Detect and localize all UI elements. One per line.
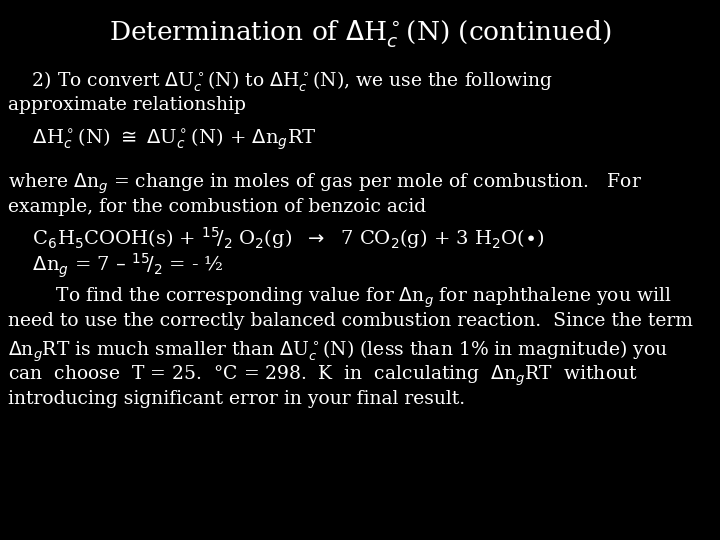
Text: To find the corresponding value for $\Delta$n$_g$ for naphthalene you will: To find the corresponding value for $\De… xyxy=(8,285,672,309)
Text: where $\Delta$n$_g$ = change in moles of gas per mole of combustion.   For: where $\Delta$n$_g$ = change in moles of… xyxy=(8,172,642,197)
Text: approximate relationship: approximate relationship xyxy=(8,96,246,114)
Text: 2) To convert $\Delta$U$^\circ_c$(N) to $\Delta$H$^\circ_c$(N), we use the follo: 2) To convert $\Delta$U$^\circ_c$(N) to … xyxy=(8,70,553,94)
Text: Determination of $\Delta$H$^\circ_c$(N) (continued): Determination of $\Delta$H$^\circ_c$(N) … xyxy=(109,18,611,50)
Text: C$_6$H$_5$COOH(s) + $^{15}\!/_2$ O$_2$(g)  $\rightarrow$  7 CO$_2$(g) + 3 H$_2$O: C$_6$H$_5$COOH(s) + $^{15}\!/_2$ O$_2$(g… xyxy=(8,225,544,251)
Text: can  choose  T = 25.  °C = 298.  K  in  calculating  $\Delta$n$_g$RT  without: can choose T = 25. °C = 298. K in calcul… xyxy=(8,364,638,388)
Text: $\Delta$n$_g$RT is much smaller than $\Delta$U$^\circ_c$(N) (less than 1% in mag: $\Delta$n$_g$RT is much smaller than $\D… xyxy=(8,338,668,363)
Text: introducing significant error in your final result.: introducing significant error in your fi… xyxy=(8,390,465,408)
Text: need to use the correctly balanced combustion reaction.  Since the term: need to use the correctly balanced combu… xyxy=(8,312,693,330)
Text: $\Delta$n$_g$ = 7 – $^{15}\!/_2$ = - ½: $\Delta$n$_g$ = 7 – $^{15}\!/_2$ = - ½ xyxy=(8,252,224,280)
Text: $\Delta$H$^\circ_c$(N) $\cong$ $\Delta$U$^\circ_c$(N) + $\Delta$n$_g$RT: $\Delta$H$^\circ_c$(N) $\cong$ $\Delta$U… xyxy=(8,126,317,152)
Text: example, for the combustion of benzoic acid: example, for the combustion of benzoic a… xyxy=(8,198,426,216)
